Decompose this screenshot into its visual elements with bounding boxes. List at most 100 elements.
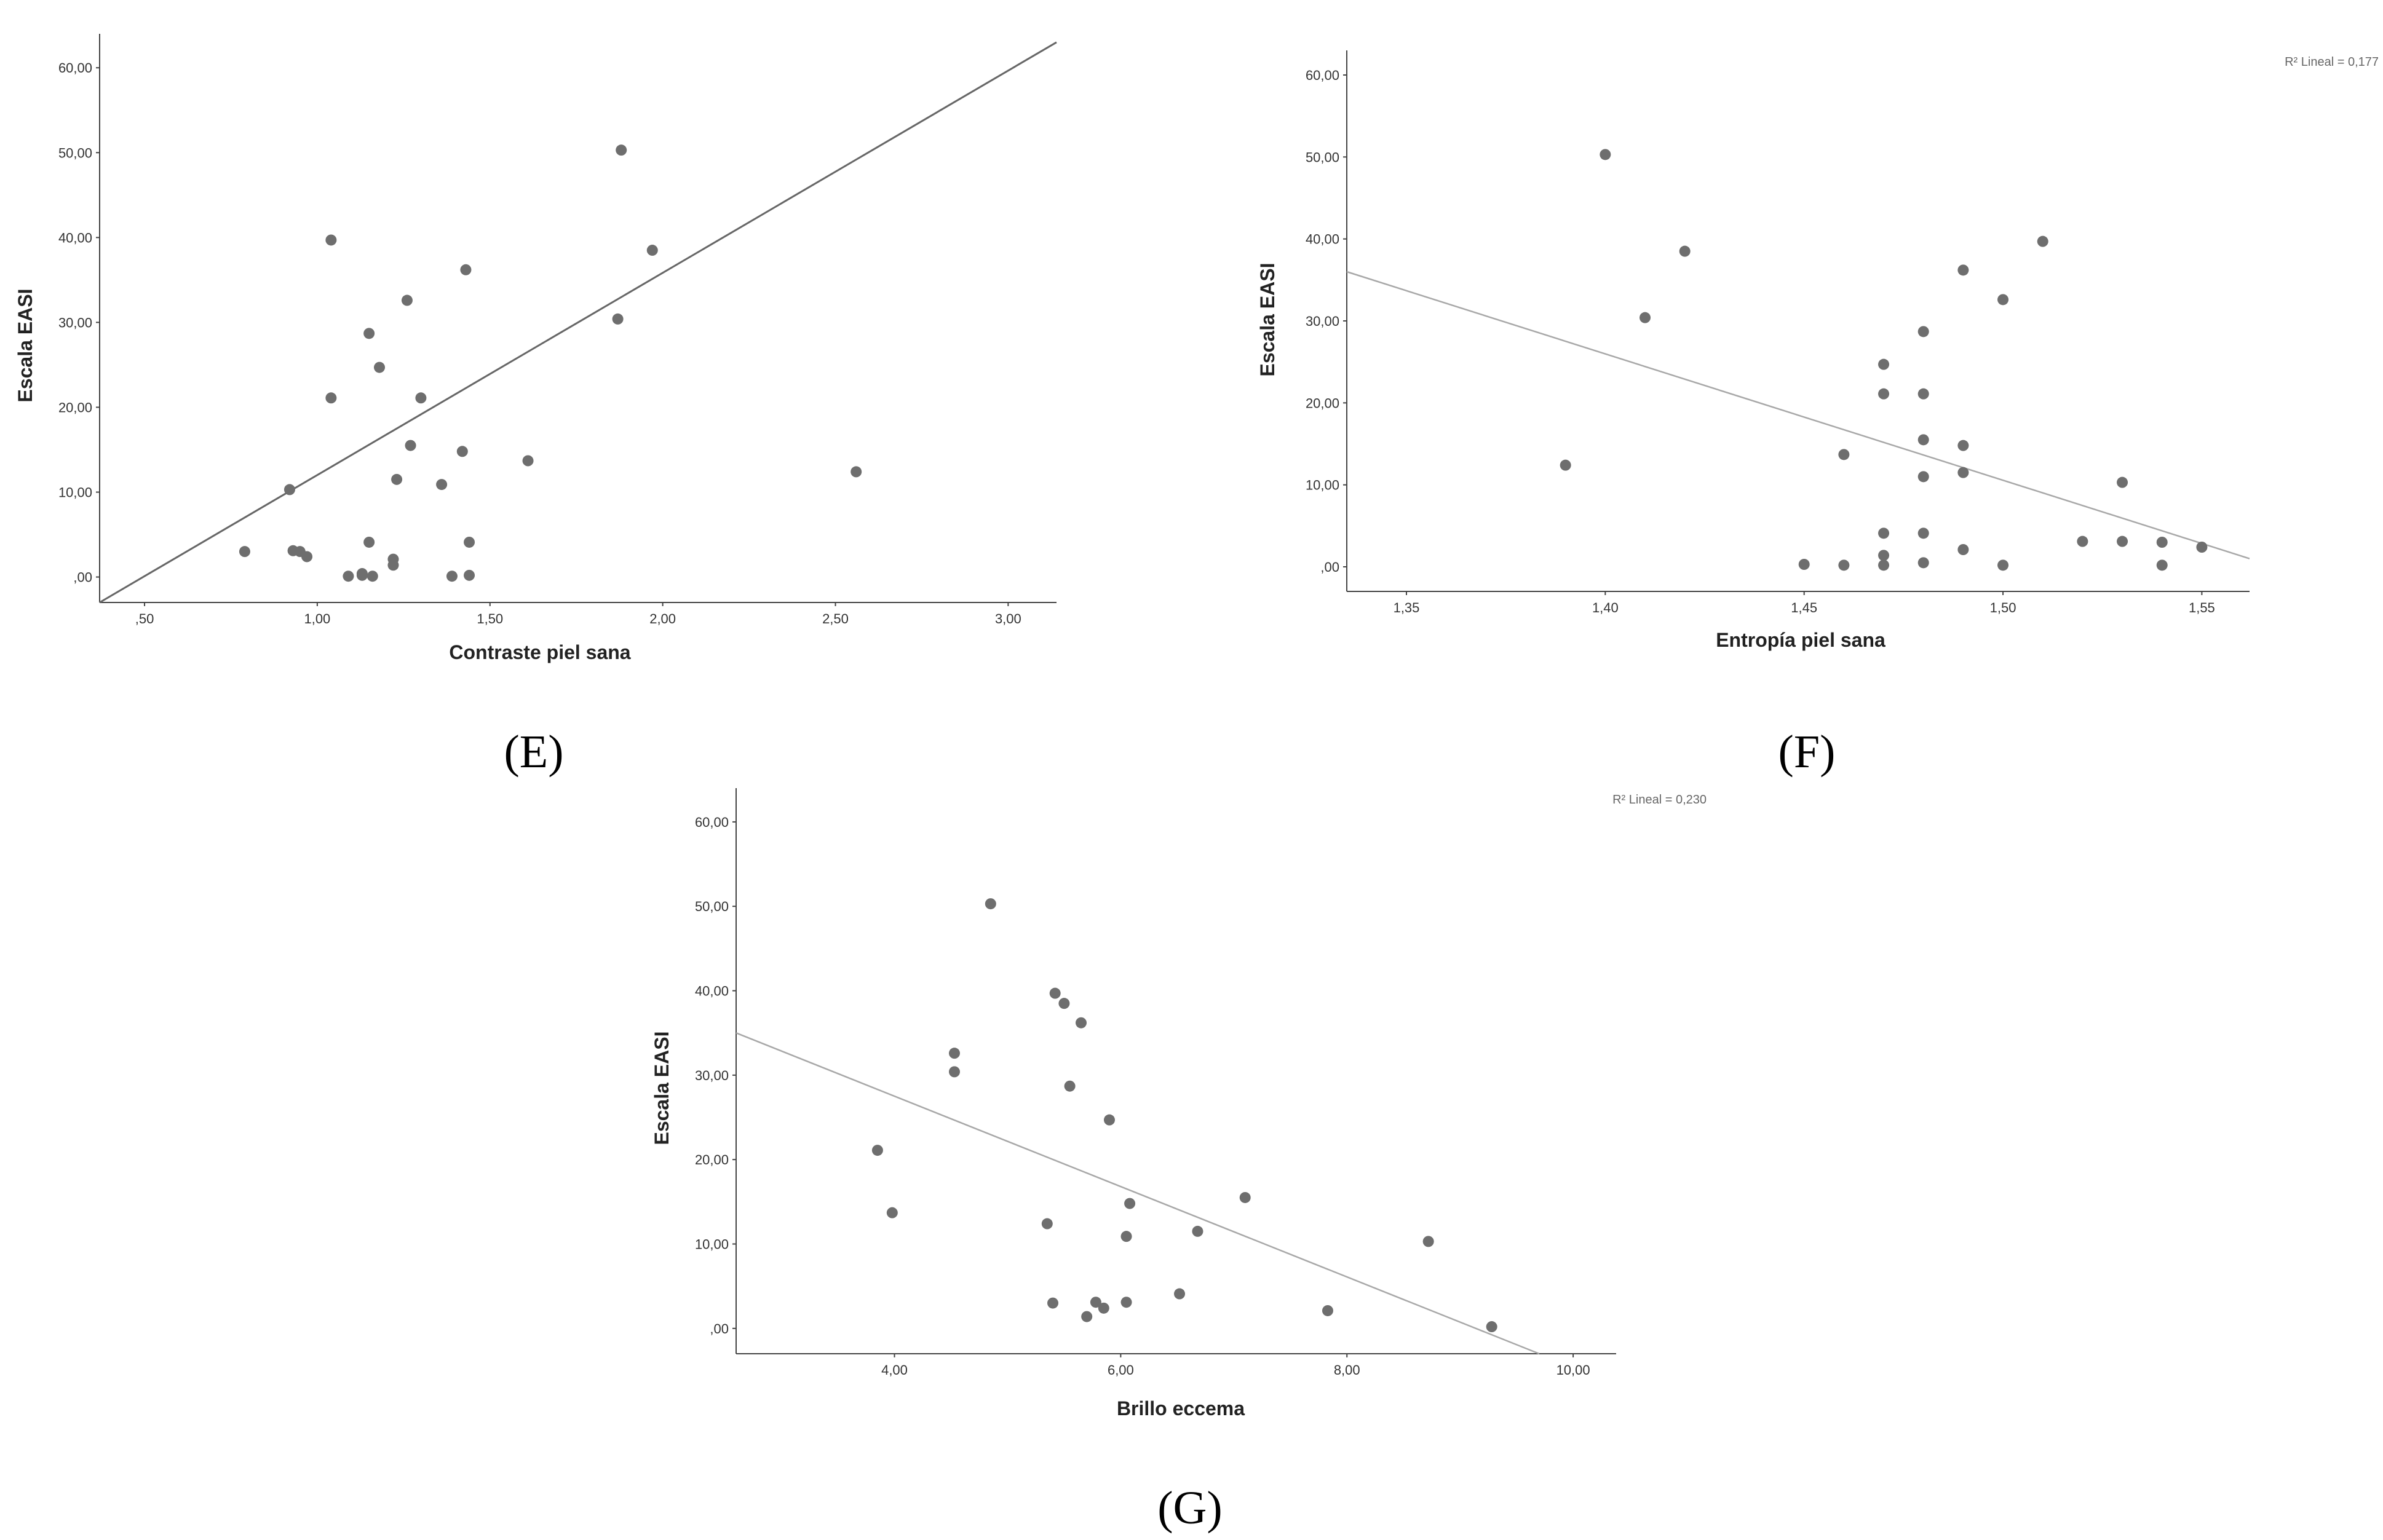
panel-e-data-point [405, 440, 416, 451]
panel-g-data-point [1120, 1231, 1132, 1242]
panel-g-data-point [1486, 1321, 1497, 1333]
panel-e-fit-line [99, 41, 1057, 604]
panel-e-x-tick-label: 2,00 [649, 611, 676, 626]
panel-e: Escala EASI Contraste piel sana (E) ,00 1… [14, 34, 1057, 778]
panel-g-data-point [1124, 1198, 1136, 1209]
panel-g-y-tick-label: 20,00 [695, 1152, 729, 1167]
panel-f: R² Lineal = 0,177 Escala EASI Entropía p… [1256, 50, 2379, 778]
panel-f-fit-line [1346, 270, 2250, 559]
panel-g-r2-label: R² Lineal = 0,230 [1612, 793, 1707, 807]
panel-f-data-point [1838, 449, 1850, 460]
panel-f-y-tick-label: 20,00 [1306, 395, 1339, 411]
panel-f-y-tick-label: 50,00 [1306, 149, 1339, 165]
panel-f-data-point [1917, 326, 1929, 338]
panel-e-data-point [436, 479, 448, 491]
panel-e-data-point [464, 569, 475, 581]
panel-g-y-tick-label: 30,00 [695, 1068, 729, 1083]
panel-e-data-point [239, 546, 250, 558]
panel-e-data-point [522, 455, 534, 467]
panel-g-data-point [1103, 1114, 1115, 1126]
panel-g-data-point [1041, 1218, 1053, 1230]
panel-f-label: (F) [1778, 726, 1836, 778]
panel-g: R² Lineal = 0,230 Escala EASI Brillo ecc… [651, 788, 1707, 1534]
panel-e-x-tick-label: ,50 [135, 611, 154, 626]
panel-g-data-point [886, 1207, 898, 1218]
panel-g-y-tick-label: 50,00 [695, 899, 729, 914]
panel-g-data-point [1047, 1297, 1059, 1309]
panel-e-data-point [367, 571, 378, 582]
panel-f-data-point [2196, 542, 2208, 553]
panel-e-data-point [325, 234, 337, 246]
panel-g-x-tick-label: 4,00 [881, 1362, 908, 1378]
panel-f-data-point [1957, 440, 1969, 451]
panel-f-data-point [1957, 264, 1969, 276]
panel-g-y-tick-label: 10,00 [695, 1236, 729, 1252]
panel-g-data-point [985, 898, 996, 910]
panel-e-data-point [301, 551, 313, 563]
panel-g-data-point [1075, 1017, 1087, 1029]
panel-f-data-point [1917, 434, 1929, 446]
panel-f-y-tick-label: 60,00 [1306, 68, 1339, 83]
panel-f-data-point [1600, 149, 1611, 160]
panel-e-y-tick-label: 60,00 [58, 60, 92, 76]
panel-f-data-point [1878, 358, 1890, 370]
panel-f-data-point [1997, 294, 2009, 306]
panel-e-data-point [464, 536, 475, 548]
panel-g-data-point [1098, 1302, 1109, 1314]
panel-e-data-point [391, 473, 403, 485]
panel-g-x-tick-label: 10,00 [1556, 1362, 1590, 1378]
panel-f-data-point [1838, 559, 1850, 571]
panel-e-x-tick-label: 1,50 [477, 611, 503, 626]
panel-e-x-tick-label: 2,50 [822, 611, 849, 626]
panel-g-y-axis-title: Escala EASI [651, 1032, 673, 1145]
panel-f-data-point [1878, 388, 1890, 400]
panel-f-data-point [1997, 559, 2009, 571]
panel-f-y-tick-label: 10,00 [1306, 478, 1339, 493]
panel-g-x-axis-title: Brillo eccema [1117, 1397, 1245, 1420]
panel-f-x-tick-label: 1,35 [1394, 600, 1420, 615]
panel-e-y-axis-title: Escala EASI [14, 289, 36, 403]
panel-g-data-point [871, 1145, 883, 1156]
panel-g-x-tick-label: 8,00 [1334, 1362, 1360, 1378]
panel-g-data-point [1081, 1311, 1093, 1322]
panel-f-data-point [1798, 559, 1810, 570]
panel-g-data-point [1120, 1297, 1132, 1308]
panel-f-y-tick-label: 40,00 [1306, 232, 1339, 247]
panel-f-data-point [2117, 476, 2128, 488]
panel-e-y-tick-label: 30,00 [58, 315, 92, 330]
panel-e-y-tick-label: ,00 [73, 570, 92, 585]
panel-f-data-point [1679, 245, 1691, 257]
panel-g-data-point [1239, 1191, 1251, 1203]
panel-f-data-point [1917, 557, 1929, 569]
panel-e-data-point [401, 294, 413, 306]
panel-e-y-tick-label: 10,00 [58, 485, 92, 500]
panel-g-data-point [1049, 987, 1061, 999]
panel-e-data-point [356, 569, 368, 581]
panel-e-data-point [612, 313, 624, 325]
panel-f-y-axis-title: Escala EASI [1256, 263, 1279, 377]
panel-f-x-tick-label: 1,45 [1791, 600, 1817, 615]
panel-e-data-point [363, 536, 375, 548]
panel-g-data-point [948, 1048, 960, 1059]
panel-e-y-tick-label: 50,00 [58, 145, 92, 160]
panel-g-data-point [1064, 1080, 1076, 1092]
panel-f-data-point [1878, 527, 1890, 539]
panel-f-data-point [1917, 388, 1929, 400]
panel-f-data-point [1878, 559, 1890, 571]
panel-f-data-point [1957, 467, 1969, 478]
panel-f-data-point [1917, 471, 1929, 483]
panel-f-data-point [2037, 235, 2048, 247]
panel-g-y-tick-label: 40,00 [695, 984, 729, 999]
panel-g-data-point [1090, 1297, 1101, 1308]
panel-f-r2-label: R² Lineal = 0,177 [2285, 55, 2379, 69]
panel-e-data-point [387, 559, 399, 571]
panel-e-data-point [616, 144, 627, 156]
panel-g-x-tick-label: 6,00 [1108, 1362, 1134, 1378]
panel-e-data-point [460, 264, 472, 275]
panel-f-data-point [1917, 527, 1929, 539]
panel-g-data-point [948, 1066, 960, 1078]
panel-g-y-tick-label: 60,00 [695, 815, 729, 830]
panel-f-y-tick-label: 30,00 [1306, 314, 1339, 329]
panel-e-label: (E) [504, 726, 563, 778]
